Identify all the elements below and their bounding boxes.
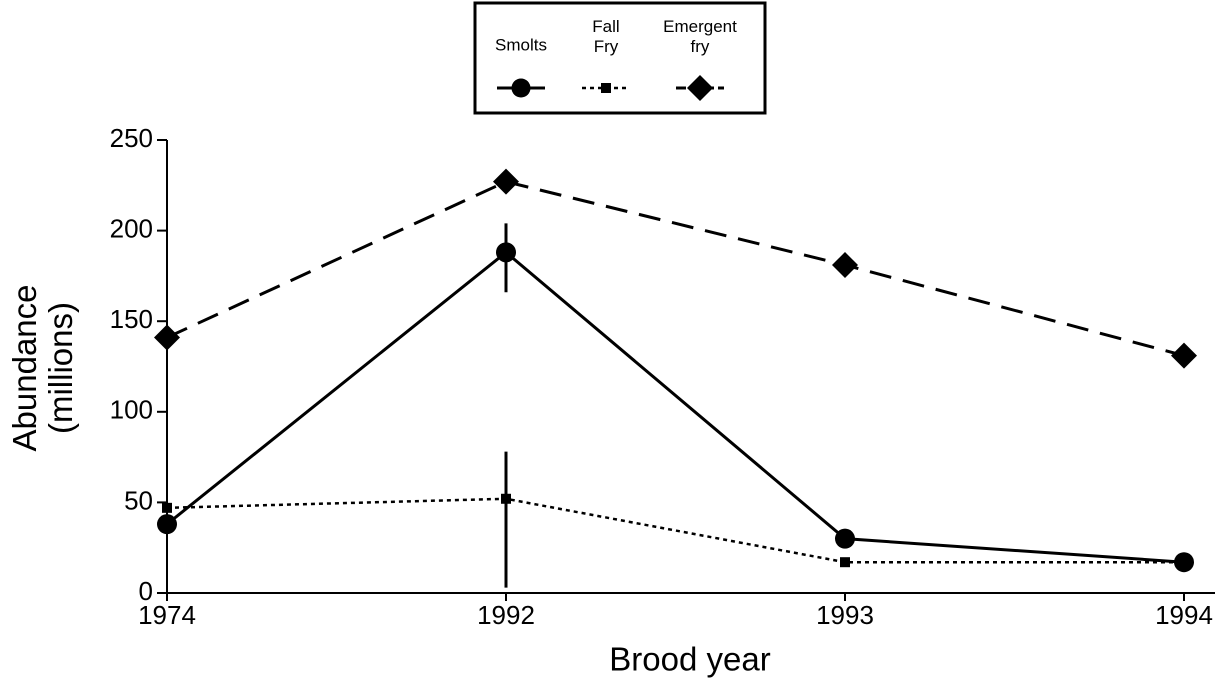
point [835, 528, 855, 549]
point [840, 557, 850, 568]
point [501, 493, 511, 504]
series-line [166, 497, 1184, 564]
y-tick-label: 250 [110, 123, 153, 153]
x-tick-label: 1993 [816, 600, 874, 630]
legend-marker [601, 83, 611, 93]
y-axis-title: Abundance(millions) [6, 285, 79, 452]
legend-label: Smolts [495, 35, 547, 54]
point [154, 324, 180, 351]
y-tick-label: 200 [110, 213, 153, 243]
series-line [166, 180, 1185, 358]
point [493, 168, 519, 195]
point [162, 502, 172, 513]
point [832, 252, 858, 279]
point [1179, 557, 1189, 568]
legend-label: Emergent fry [663, 17, 737, 56]
legend-label: Fall Fry [592, 17, 619, 56]
point [496, 242, 516, 263]
x-tick-label: 1992 [477, 600, 535, 630]
y-tick-label: 0 [139, 576, 153, 606]
y-tick-label: 100 [110, 395, 153, 425]
x-tick-label: 1994 [1155, 600, 1213, 630]
y-tick-label: 150 [110, 304, 153, 334]
series-line [166, 250, 1185, 564]
x-axis-title: Brood year [609, 641, 770, 678]
legend-marker [511, 78, 531, 98]
point [1171, 342, 1197, 369]
x-tick-label: 1974 [138, 600, 196, 630]
point [157, 514, 177, 535]
y-tick-label: 50 [124, 485, 153, 515]
legend-marker [687, 75, 713, 101]
